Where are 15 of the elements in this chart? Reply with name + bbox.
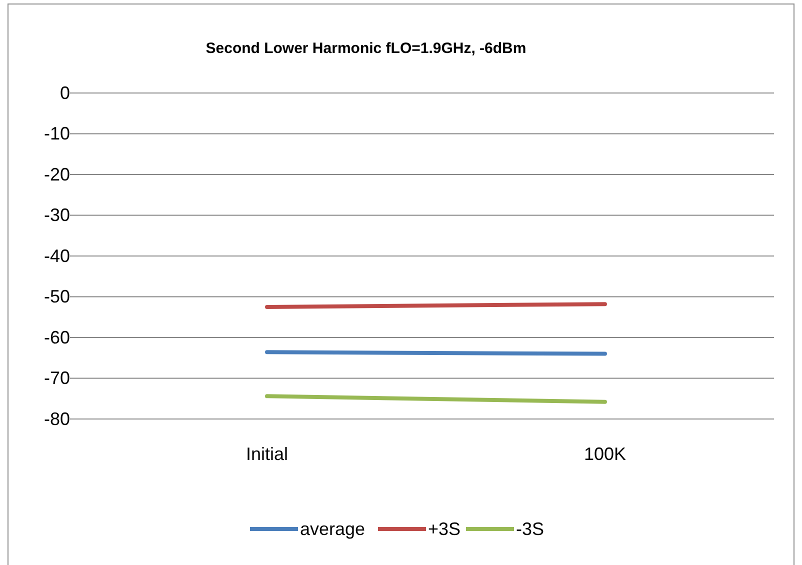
chart-title: Second Lower Harmonic fLO=1.9GHz, -6dBm (206, 40, 526, 57)
y-tick-label: -30 (44, 205, 70, 226)
y-tick-label: -20 (44, 164, 70, 184)
legend-label: -3S (516, 519, 544, 539)
y-tick-label: -10 (44, 124, 70, 144)
x-tick-label: 100K (584, 444, 626, 464)
y-tick-label: -70 (44, 368, 70, 388)
x-tick-label: Initial (246, 444, 288, 464)
y-tick-label: -60 (44, 327, 70, 348)
y-tick-label: -50 (44, 286, 70, 307)
legend-label: +3S (428, 519, 461, 539)
y-tick-label: -40 (44, 246, 70, 266)
y-tick-label: 0 (60, 82, 70, 103)
legend-label: average (300, 519, 366, 539)
y-tick-label: -80 (44, 408, 70, 429)
